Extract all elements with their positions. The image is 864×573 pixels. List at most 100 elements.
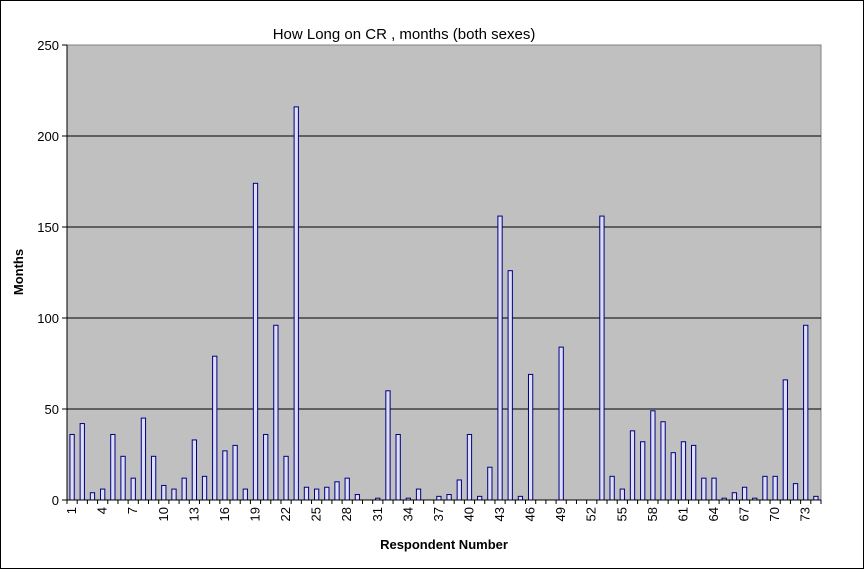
x-tick-label: 49 bbox=[553, 507, 568, 521]
x-axis-label: Respondent Number bbox=[380, 537, 508, 552]
bar-respondent-28 bbox=[344, 477, 350, 501]
bar-respondent-72 bbox=[792, 483, 799, 501]
bar-respondent-8 bbox=[140, 417, 147, 501]
x-tick-label: 34 bbox=[400, 507, 415, 521]
bar-respondent-66 bbox=[731, 492, 738, 501]
bar-respondent-13 bbox=[191, 439, 198, 501]
y-tick-label: 150 bbox=[37, 220, 59, 235]
bar-respondent-40 bbox=[466, 433, 473, 501]
bar-respondent-74 bbox=[813, 495, 819, 501]
x-tick-label: 67 bbox=[737, 507, 752, 521]
bar-respondent-7 bbox=[130, 477, 136, 501]
bar-respondent-49 bbox=[558, 346, 564, 501]
bar-respondent-15 bbox=[212, 355, 218, 501]
x-tick-label: 37 bbox=[431, 507, 446, 521]
x-tick-label: 61 bbox=[675, 507, 690, 521]
y-tick-label: 100 bbox=[37, 311, 59, 326]
bar-respondent-70 bbox=[772, 475, 778, 501]
x-tick-label: 7 bbox=[125, 507, 140, 514]
bar-respondent-37 bbox=[436, 495, 442, 501]
bar-respondent-4 bbox=[100, 488, 106, 501]
bar-respondent-54 bbox=[609, 475, 615, 501]
y-tick-label: 200 bbox=[37, 129, 59, 144]
bar-respondent-57 bbox=[640, 441, 646, 501]
bar-respondent-39 bbox=[456, 479, 462, 501]
bar-respondent-29 bbox=[354, 494, 361, 501]
bar-respondent-17 bbox=[232, 444, 238, 501]
bar-respondent-12 bbox=[181, 477, 187, 501]
bar-respondent-73 bbox=[803, 324, 809, 501]
bar-respondent-61 bbox=[680, 441, 687, 501]
x-tick-label: 22 bbox=[278, 507, 293, 521]
bar-respondent-26 bbox=[324, 486, 330, 501]
bar-respondent-23 bbox=[293, 106, 299, 501]
bar-respondent-41 bbox=[477, 495, 483, 501]
x-tick-label: 52 bbox=[584, 507, 599, 521]
bar-respondent-46 bbox=[527, 373, 534, 501]
bar-respondent-16 bbox=[222, 450, 228, 501]
bar-respondent-71 bbox=[782, 379, 788, 501]
bar-respondent-69 bbox=[762, 475, 768, 501]
plot-area bbox=[66, 44, 822, 501]
x-axis: 1 4 7 10 13 16 19 22 25 28 31 34 37 40 43 46 49 52 55 58 61 6… bbox=[64, 499, 822, 521]
x-tick-label: 28 bbox=[339, 507, 354, 521]
x-tick-label: 58 bbox=[645, 507, 660, 521]
bar-respondent-18 bbox=[242, 488, 248, 501]
bar-respondent-2 bbox=[79, 423, 85, 501]
bar-respondent-11 bbox=[171, 488, 177, 501]
x-tick-label: 64 bbox=[706, 507, 721, 521]
bar-respondent-9 bbox=[150, 455, 157, 501]
x-tick-label: 25 bbox=[309, 507, 324, 521]
x-tick-label: 19 bbox=[248, 507, 263, 521]
bar-respondent-53 bbox=[599, 215, 605, 501]
bar-respondent-63 bbox=[701, 477, 707, 501]
bar-respondent-5 bbox=[110, 433, 116, 501]
bar-respondent-43 bbox=[497, 215, 503, 501]
y-tick-label: 250 bbox=[37, 38, 59, 53]
y-axis: 0 50 100 150 200 250 bbox=[37, 38, 68, 508]
bar-respondent-38 bbox=[446, 494, 452, 501]
bar-respondent-35 bbox=[415, 488, 422, 501]
bar-respondent-58 bbox=[650, 410, 656, 501]
bar-respondent-42 bbox=[487, 466, 493, 501]
x-tick-label: 70 bbox=[767, 507, 782, 521]
x-tick-label: 4 bbox=[95, 507, 110, 514]
y-axis-label: Months bbox=[11, 249, 26, 295]
x-tick-label: 1 bbox=[64, 507, 79, 514]
bar-respondent-32 bbox=[385, 390, 391, 501]
x-tick-label: 46 bbox=[523, 507, 538, 521]
bar-respondent-24 bbox=[303, 486, 310, 501]
bar-respondent-19 bbox=[252, 182, 259, 501]
x-tick-label: 43 bbox=[492, 507, 507, 521]
bar-respondent-33 bbox=[395, 433, 401, 501]
bar-respondent-56 bbox=[629, 430, 636, 501]
bar-respondent-27 bbox=[334, 481, 340, 501]
bar-respondent-10 bbox=[161, 484, 167, 501]
bar-respondent-62 bbox=[691, 444, 697, 501]
x-tick-label: 55 bbox=[614, 507, 629, 521]
bar-respondent-22 bbox=[283, 455, 289, 501]
chart-title: How Long on CR , months (both sexes) bbox=[273, 26, 536, 43]
x-tick-label: 73 bbox=[798, 507, 813, 521]
bar-respondent-1 bbox=[69, 433, 75, 501]
bar-respondent-6 bbox=[120, 455, 126, 501]
bar-respondent-60 bbox=[670, 452, 676, 501]
x-tick-label: 16 bbox=[217, 507, 232, 521]
x-tick-label: 31 bbox=[370, 507, 385, 521]
y-tick-label: 0 bbox=[52, 493, 59, 508]
bar-respondent-20 bbox=[263, 433, 269, 501]
x-tick-label: 40 bbox=[461, 507, 476, 521]
bar-respondent-64 bbox=[711, 477, 717, 501]
bar-respondent-44 bbox=[507, 270, 513, 501]
y-tick-label: 50 bbox=[45, 402, 59, 417]
bar-respondent-45 bbox=[517, 495, 524, 501]
bar-respondent-25 bbox=[314, 488, 320, 501]
bar-respondent-59 bbox=[660, 421, 666, 501]
gridlines bbox=[67, 135, 821, 410]
bar-respondent-21 bbox=[273, 324, 279, 501]
x-tick-label: 10 bbox=[156, 507, 171, 521]
bar-respondent-14 bbox=[201, 475, 208, 501]
bar-respondent-67 bbox=[741, 486, 748, 501]
